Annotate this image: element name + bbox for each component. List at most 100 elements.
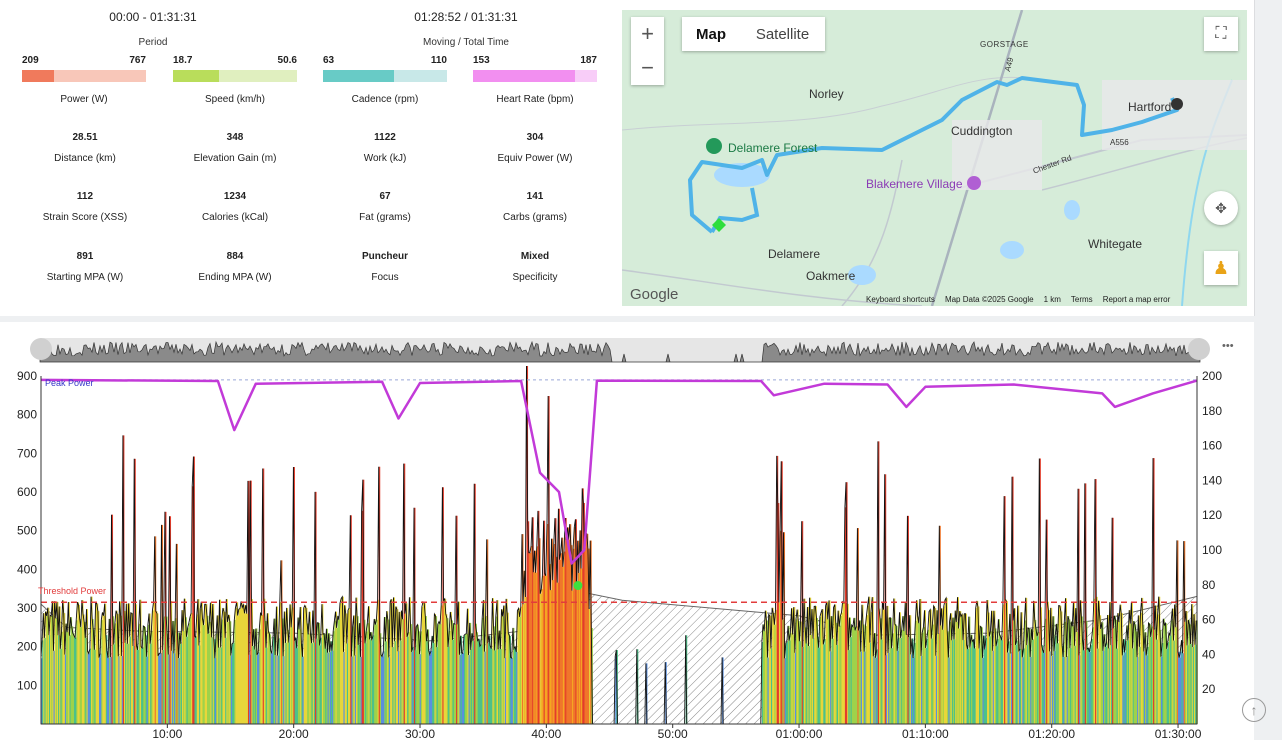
- power-bar: [239, 608, 242, 724]
- power-bar: [399, 611, 401, 724]
- power-chart[interactable]: 100 200 300 400 500 600 700 800 900 20 40 60 80 100 12…: [0, 366, 1240, 740]
- power-bar: [504, 658, 507, 724]
- power-bar: [186, 636, 189, 724]
- power-bar: [561, 537, 564, 724]
- power-bar: [823, 644, 825, 724]
- overview-left-handle[interactable]: [30, 338, 52, 360]
- power-bar: [479, 646, 482, 724]
- power-bar: [283, 656, 285, 724]
- power-bar: [528, 552, 531, 724]
- power-bar: [367, 623, 369, 724]
- period-header: 00:00 - 01:31:31 Period: [3, 10, 303, 48]
- power-bar: [71, 626, 74, 724]
- power-bar: [844, 507, 847, 724]
- power-bar: [886, 605, 889, 724]
- power-bar: [772, 607, 774, 724]
- place-delamere: Delamere: [768, 247, 821, 261]
- place-oakmere: Oakmere: [806, 269, 856, 283]
- power-bar: [838, 610, 840, 724]
- fullscreen-icon[interactable]: ⛶: [1204, 17, 1238, 51]
- power-bar: [62, 600, 65, 724]
- power-bar: [998, 619, 1000, 724]
- power-bar: [218, 647, 220, 724]
- threshold-power-label: Threshold Power: [38, 586, 107, 596]
- power-bar: [56, 601, 59, 724]
- power-bar: [1027, 627, 1030, 724]
- power-bar: [1056, 623, 1058, 724]
- chart-menu-icon[interactable]: •••: [1222, 340, 1234, 352]
- moving-label: Moving / Total Time: [423, 37, 509, 48]
- power-bar: [320, 637, 323, 724]
- power-bar: [556, 556, 558, 724]
- power-bar: [822, 609, 824, 724]
- power-bar: [295, 638, 298, 724]
- power-bar: [458, 601, 460, 724]
- power-bar: [569, 524, 572, 724]
- power-bar: [949, 621, 952, 724]
- power-bar: [291, 627, 293, 724]
- power-bar: [1170, 635, 1172, 724]
- keyboard-shortcuts-link[interactable]: Keyboard shortcuts: [866, 295, 935, 304]
- power-bar: [308, 634, 310, 724]
- power-bar: [141, 646, 143, 724]
- power-bar: [369, 639, 372, 724]
- speed-fill: [173, 70, 219, 82]
- power-bar: [1183, 541, 1186, 724]
- power-bar: [499, 630, 501, 724]
- power-bar: [980, 626, 982, 724]
- power-bar: [120, 615, 123, 724]
- power-bar: [343, 651, 345, 724]
- report-error-link[interactable]: Report a map error: [1102, 295, 1171, 304]
- zoom-in-button[interactable]: +: [641, 21, 654, 46]
- camera-control-icon[interactable]: ✥: [1204, 191, 1238, 225]
- power-bar: [199, 645, 201, 724]
- power-bar: [926, 638, 929, 724]
- power-bar: [780, 530, 782, 724]
- terms-link[interactable]: Terms: [1070, 295, 1093, 304]
- map-button[interactable]: Map: [696, 25, 726, 43]
- power-bar: [979, 648, 981, 724]
- power-bar: [316, 638, 318, 724]
- power-bar: [450, 611, 452, 724]
- power-bar: [328, 633, 331, 724]
- metric-value: Mixed: [520, 251, 550, 262]
- power-bar: [87, 651, 90, 724]
- power-bar: [840, 615, 842, 724]
- power-bar: [916, 600, 919, 724]
- power-bar: [241, 601, 243, 724]
- y-right-tick-label: 100: [1202, 543, 1222, 557]
- overview-scrubber[interactable]: [30, 336, 1212, 364]
- power-bar: [279, 602, 282, 724]
- power-bar: [58, 635, 60, 724]
- power-bar: [303, 608, 306, 724]
- power-bar: [1150, 637, 1153, 724]
- power-bar: [915, 620, 917, 724]
- power-bar: [377, 599, 380, 724]
- power-bar: [992, 650, 995, 724]
- power-bar: [408, 632, 410, 724]
- y-left-tick-label: 100: [17, 678, 37, 692]
- zoom-out-button[interactable]: −: [641, 55, 654, 80]
- power-bar: [971, 634, 973, 724]
- power-bar: [359, 623, 361, 724]
- power-bar: [391, 599, 393, 724]
- power-bar: [1026, 645, 1029, 724]
- scroll-to-top-button[interactable]: ↑: [1242, 698, 1266, 722]
- power-bar: [975, 608, 978, 724]
- power-bar: [572, 590, 574, 724]
- power-bar: [98, 657, 101, 724]
- power-bar: [55, 618, 58, 724]
- power-bar: [1080, 600, 1082, 724]
- start-marker: [712, 218, 726, 232]
- map-canvas[interactable]: [622, 10, 1247, 306]
- forest-poi-icon: [706, 138, 722, 154]
- power-bar: [384, 617, 386, 724]
- satellite-button[interactable]: Satellite: [755, 25, 810, 43]
- street-view-pegman-icon[interactable]: ♟: [1204, 251, 1238, 285]
- route-map[interactable]: Norley Cuddington Hartford Delamere Fore…: [622, 10, 1247, 306]
- power-bar: [477, 640, 480, 724]
- overview-right-handle[interactable]: [1188, 338, 1210, 360]
- power-bar: [1171, 620, 1173, 724]
- period-label: Period: [138, 37, 168, 48]
- power-bar: [1035, 628, 1038, 724]
